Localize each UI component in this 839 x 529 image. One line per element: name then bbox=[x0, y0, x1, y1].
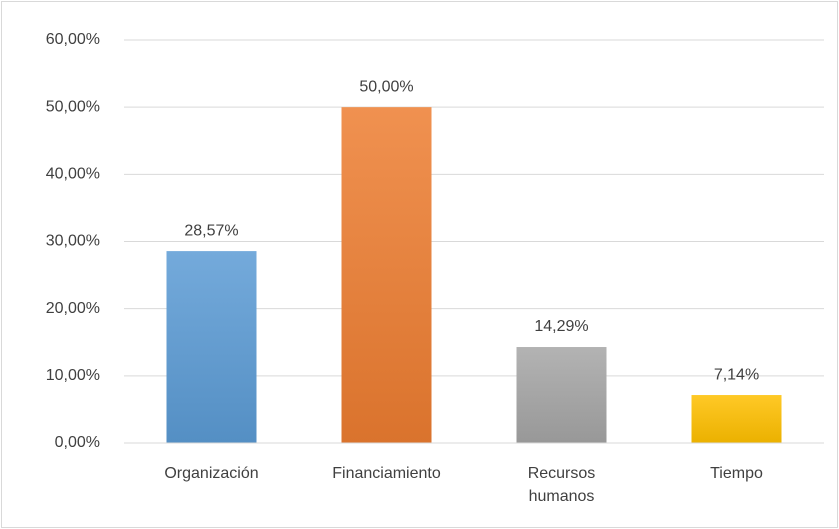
bar bbox=[166, 251, 257, 443]
y-tick-label: 10,00% bbox=[46, 367, 100, 384]
x-tick-label: Financiamiento bbox=[332, 465, 441, 482]
x-tick-label: Organización bbox=[164, 465, 259, 482]
data-label: 28,57% bbox=[184, 222, 238, 239]
data-label: 7,14% bbox=[714, 366, 759, 383]
data-label: 14,29% bbox=[534, 318, 588, 335]
bar bbox=[341, 107, 432, 444]
y-tick-label: 40,00% bbox=[46, 166, 100, 183]
x-tick-label: Tiempo bbox=[710, 465, 763, 482]
x-tick-label: Recursos humanos bbox=[527, 465, 596, 505]
bar bbox=[516, 347, 607, 443]
data-label: 50,00% bbox=[359, 78, 413, 95]
y-tick-label: 30,00% bbox=[46, 233, 100, 250]
bar bbox=[691, 395, 782, 443]
y-tick-label: 50,00% bbox=[46, 98, 100, 115]
y-tick-label: 0,00% bbox=[55, 434, 100, 451]
y-tick-label: 20,00% bbox=[46, 300, 100, 317]
y-tick-label: 60,00% bbox=[46, 31, 100, 48]
